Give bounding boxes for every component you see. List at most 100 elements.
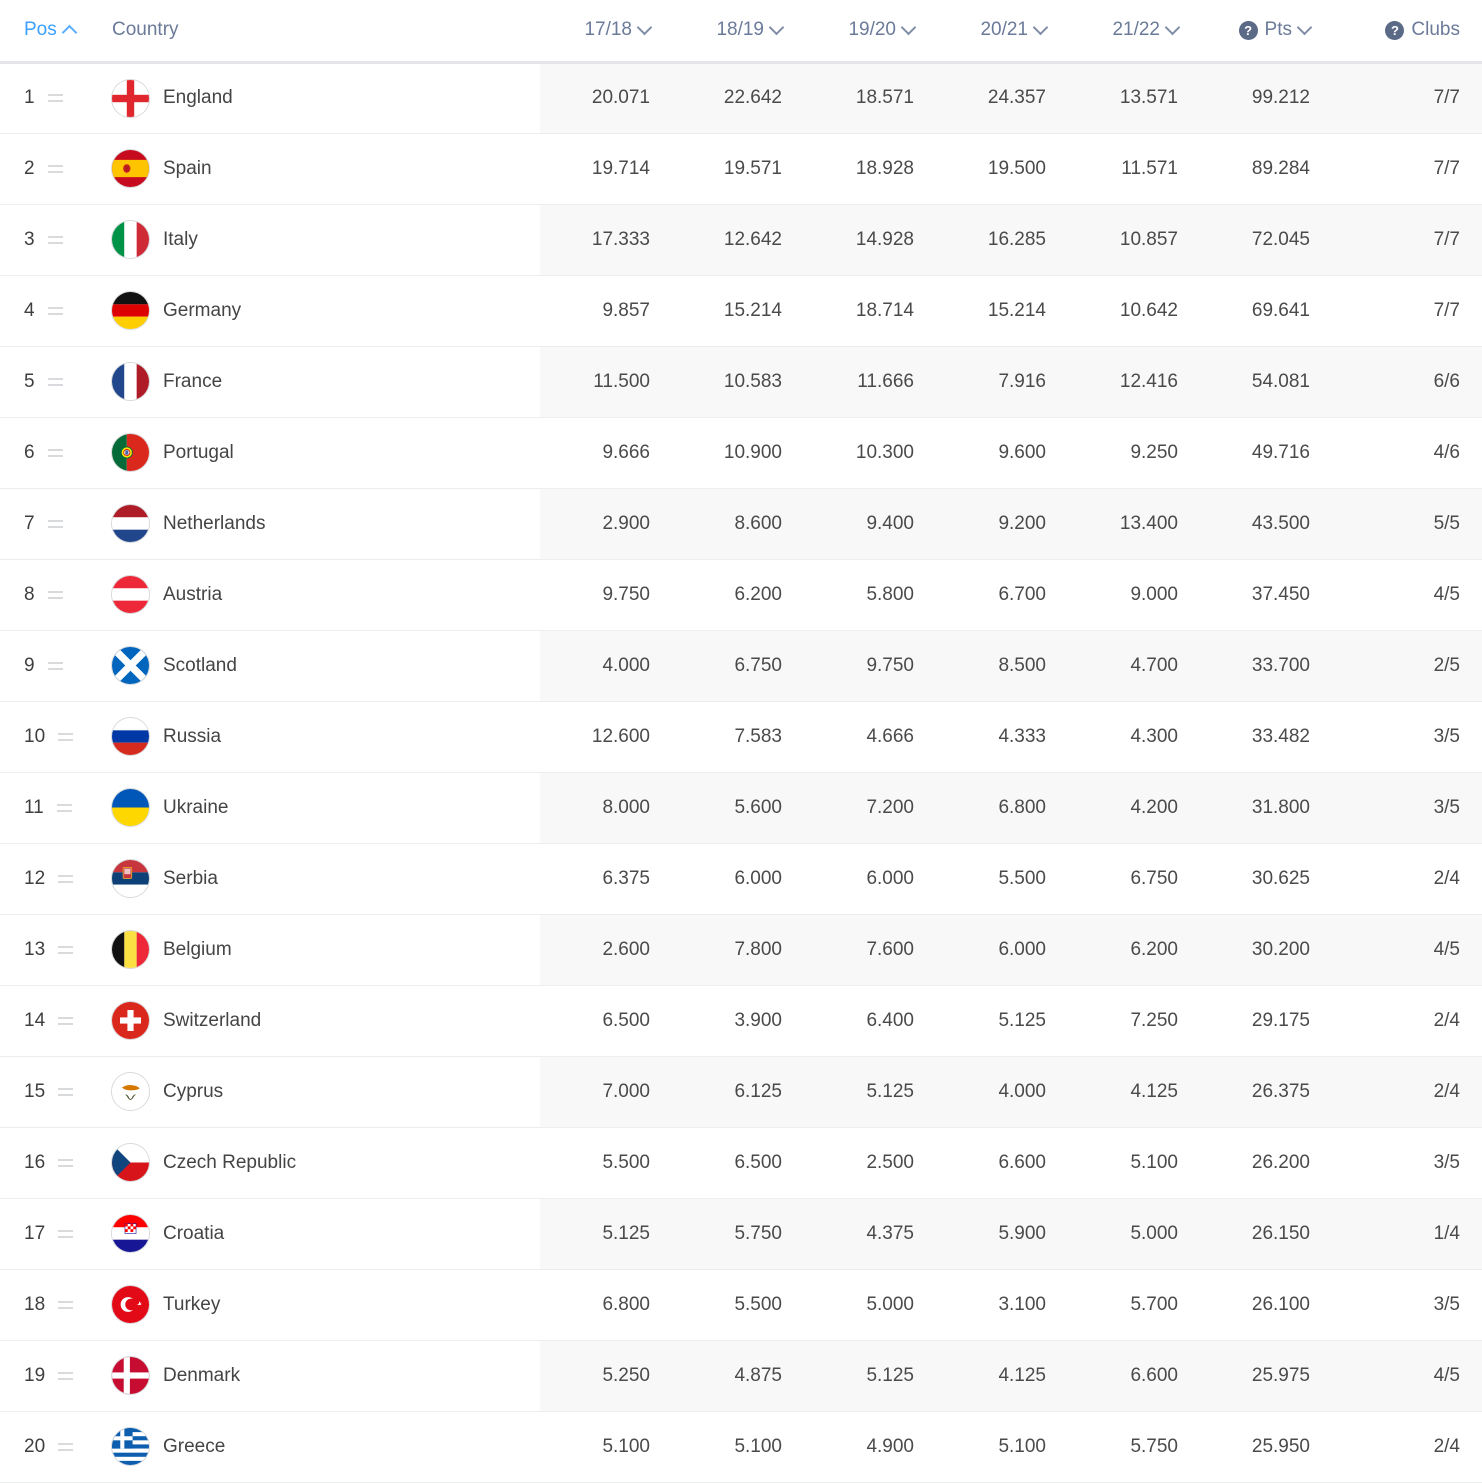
- table-row[interactable]: 11 Ukraine 8.000 5.600 7.200 6.800 4.200 31.800…: [0, 772, 1482, 844]
- column-header-clubs[interactable]: ? Clubs: [1332, 0, 1482, 64]
- table-row[interactable]: 20 Greece 5.100 5.100 4.900 5.100 5.750 25.950 2…: [0, 1411, 1482, 1483]
- column-header-country[interactable]: Country: [100, 0, 540, 64]
- cell-position: 16: [0, 1127, 100, 1199]
- table-row[interactable]: 7 Netherlands 2.900 8.600 9.400 9.200 13.400 43…: [0, 488, 1482, 560]
- table-row[interactable]: 4 Germany 9.857 15.214 18.714 15.214 10.642 69.…: [0, 275, 1482, 347]
- cell-country[interactable]: Switzerland: [100, 985, 540, 1057]
- czech-republic-flag: [112, 1144, 149, 1181]
- cell-season-19-20: 6.400: [804, 985, 936, 1057]
- country-name: Portugal: [163, 441, 234, 463]
- cell-season-18-19: 8.600: [672, 488, 804, 560]
- cell-country[interactable]: Ukraine: [100, 772, 540, 844]
- cell-season-18-19: 12.642: [672, 204, 804, 276]
- cell-season-18-19: 5.600: [672, 772, 804, 844]
- help-icon[interactable]: ?: [1385, 20, 1405, 40]
- country-name: Turkey: [163, 1293, 221, 1315]
- column-header-season-17-18-label: 17/18: [584, 19, 632, 41]
- table-row[interactable]: 17 Croatia 5.125 5.750 4.375 5.900 5.000 26.150…: [0, 1198, 1482, 1270]
- table-row[interactable]: 1 England 20.071 22.642 18.571 24.357 13.571 99…: [0, 62, 1482, 134]
- table-row[interactable]: 3 Italy 17.333 12.642 14.928 16.285 10.857 72.0…: [0, 204, 1482, 276]
- movement-equal-icon: [47, 164, 63, 174]
- cell-clubs: 7/7: [1332, 275, 1482, 347]
- table-row[interactable]: 2 Spain 19.714 19.571 18.928 19.500 11.571 89.2…: [0, 133, 1482, 205]
- cell-clubs: 2/4: [1332, 1411, 1482, 1483]
- cell-season-20-21: 4.333: [936, 701, 1068, 773]
- cell-country[interactable]: Croatia: [100, 1198, 540, 1270]
- table-row[interactable]: 8 Austria 9.750 6.200 5.800 6.700 9.000 37.450 4…: [0, 559, 1482, 631]
- cell-pts: 99.212: [1200, 62, 1332, 134]
- table-row[interactable]: 14 Switzerland 6.500 3.900 6.400 5.125 7.250 29…: [0, 985, 1482, 1057]
- table-row[interactable]: 19 Denmark 5.250 4.875 5.125 4.125 6.600 25.975…: [0, 1340, 1482, 1412]
- cell-season-18-19: 5.500: [672, 1269, 804, 1341]
- column-header-season-18-19[interactable]: 18/19: [672, 0, 804, 64]
- help-icon[interactable]: ?: [1238, 20, 1258, 40]
- country-name: Spain: [163, 157, 212, 179]
- cell-country[interactable]: Turkey: [100, 1269, 540, 1341]
- cell-season-18-19: 6.750: [672, 630, 804, 702]
- table-row[interactable]: 6 Portugal 9.666 10.900 10.300 9.600 9.250 49.7…: [0, 417, 1482, 489]
- cell-season-19-20: 5.800: [804, 559, 936, 631]
- cell-season-17-18: 5.125: [540, 1198, 672, 1270]
- table-row[interactable]: 16 Czech Republic 5.500 6.500 2.500 6.600 5.10…: [0, 1127, 1482, 1199]
- column-header-season-20-21[interactable]: 20/21: [936, 0, 1068, 64]
- cell-season-20-21: 6.800: [936, 772, 1068, 844]
- table-row[interactable]: 15 Cyprus 7.000 6.125 5.125 4.000 4.125 26.375 2…: [0, 1056, 1482, 1128]
- cell-country[interactable]: Serbia: [100, 843, 540, 915]
- table-row[interactable]: 5 France 11.500 10.583 11.666 7.916 12.416 54.0…: [0, 346, 1482, 418]
- cell-country[interactable]: Spain: [100, 133, 540, 205]
- cell-clubs: 3/5: [1332, 772, 1482, 844]
- position-number: 15: [24, 1080, 46, 1102]
- movement-equal-icon: [58, 874, 74, 884]
- cell-season-18-19: 10.583: [672, 346, 804, 418]
- cell-country[interactable]: Germany: [100, 275, 540, 347]
- cell-country[interactable]: Netherlands: [100, 488, 540, 560]
- cell-country[interactable]: Scotland: [100, 630, 540, 702]
- movement-equal-icon: [58, 1087, 74, 1097]
- table-row[interactable]: 18 Turkey 6.800 5.500 5.000 3.100 5.700 26.100 3…: [0, 1269, 1482, 1341]
- cell-country[interactable]: Belgium: [100, 914, 540, 986]
- cell-country[interactable]: France: [100, 346, 540, 418]
- country-name: Serbia: [163, 867, 218, 889]
- cell-country[interactable]: Cyprus: [100, 1056, 540, 1128]
- table-body: 1 England 20.071 22.642 18.571 24.357 13.571 99…: [0, 62, 1482, 1483]
- cell-country[interactable]: Greece: [100, 1411, 540, 1483]
- cell-country[interactable]: Czech Republic: [100, 1127, 540, 1199]
- column-header-season-17-18[interactable]: 17/18: [540, 0, 672, 64]
- position-number: 12: [24, 867, 46, 889]
- cell-pts: 54.081: [1200, 346, 1332, 418]
- cell-season-19-20: 18.928: [804, 133, 936, 205]
- russia-flag: [112, 718, 149, 755]
- cell-season-21-22: 6.200: [1068, 914, 1200, 986]
- table-row[interactable]: 13 Belgium 2.600 7.800 7.600 6.000 6.200 30.200…: [0, 914, 1482, 986]
- cell-pts: 29.175: [1200, 985, 1332, 1057]
- chevron-down-icon: [900, 19, 917, 36]
- movement-equal-icon: [58, 1016, 74, 1026]
- country-name: Croatia: [163, 1222, 225, 1244]
- cell-position: 15: [0, 1056, 100, 1128]
- cell-position: 11: [0, 772, 100, 844]
- column-header-season-21-22[interactable]: 21/22: [1068, 0, 1200, 64]
- column-header-pts[interactable]: ? Pts: [1200, 0, 1332, 64]
- cell-pts: 69.641: [1200, 275, 1332, 347]
- cell-country[interactable]: Denmark: [100, 1340, 540, 1412]
- column-header-pos[interactable]: Pos: [0, 0, 100, 64]
- cell-season-17-18: 12.600: [540, 701, 672, 773]
- table-row[interactable]: 10 Russia 12.600 7.583 4.666 4.333 4.300 33.482…: [0, 701, 1482, 773]
- cell-country[interactable]: Italy: [100, 204, 540, 276]
- cell-season-19-20: 4.375: [804, 1198, 936, 1270]
- cell-clubs: 7/7: [1332, 62, 1482, 134]
- cell-country[interactable]: England: [100, 62, 540, 134]
- cell-clubs: 3/5: [1332, 701, 1482, 773]
- cell-season-18-19: 7.583: [672, 701, 804, 773]
- serbia-flag: [112, 860, 149, 897]
- movement-equal-icon: [56, 803, 72, 813]
- table-row[interactable]: 12 Serbia 6.375 6.000 6.000 5.500 6.750 30.625 2…: [0, 843, 1482, 915]
- cell-season-18-19: 5.750: [672, 1198, 804, 1270]
- column-header-season-19-20[interactable]: 19/20: [804, 0, 936, 64]
- cell-country[interactable]: Russia: [100, 701, 540, 773]
- cell-season-18-19: 6.125: [672, 1056, 804, 1128]
- cell-country[interactable]: Austria: [100, 559, 540, 631]
- cell-country[interactable]: Portugal: [100, 417, 540, 489]
- table-row[interactable]: 9 Scotland 4.000 6.750 9.750 8.500 4.700 33.700…: [0, 630, 1482, 702]
- cell-season-17-18: 20.071: [540, 62, 672, 134]
